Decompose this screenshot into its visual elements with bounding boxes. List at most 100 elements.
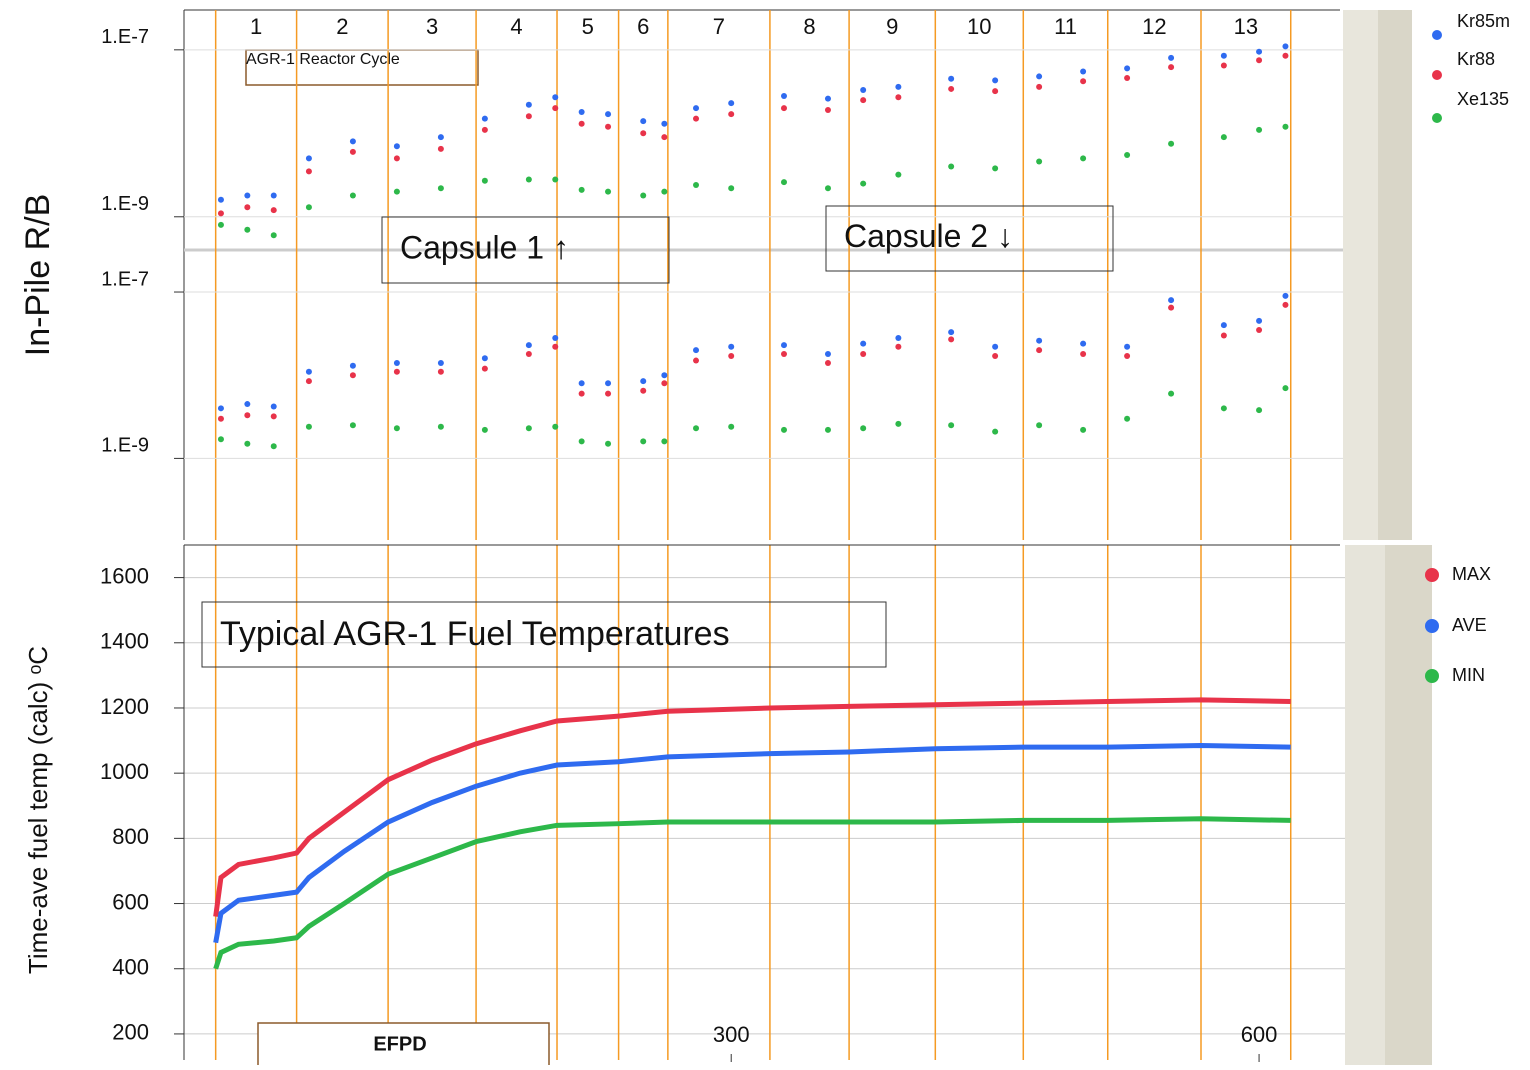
data-point bbox=[605, 188, 612, 195]
data-point bbox=[661, 372, 668, 379]
cycle-label: 1 bbox=[250, 14, 262, 39]
data-point bbox=[1282, 43, 1289, 50]
data-point bbox=[525, 101, 532, 108]
data-point bbox=[481, 365, 488, 372]
x-tick-label: 300 bbox=[713, 1022, 750, 1047]
data-point bbox=[393, 360, 400, 367]
data-point bbox=[552, 94, 559, 101]
data-point bbox=[552, 176, 559, 183]
legend-marker bbox=[1432, 113, 1442, 123]
data-line bbox=[213, 816, 1291, 970]
cycle-label: 5 bbox=[582, 14, 594, 39]
data-point bbox=[1220, 52, 1227, 59]
data-point bbox=[1282, 385, 1289, 392]
data-point bbox=[1282, 52, 1289, 59]
side-bar bbox=[1345, 545, 1385, 1065]
data-point bbox=[895, 420, 902, 427]
data-point bbox=[525, 342, 532, 349]
data-point bbox=[1036, 337, 1043, 344]
data-point bbox=[1220, 62, 1227, 69]
data-point bbox=[1080, 426, 1087, 433]
side-bar bbox=[1378, 10, 1412, 540]
data-point bbox=[1124, 151, 1131, 158]
data-point bbox=[578, 380, 585, 387]
data-point bbox=[728, 353, 735, 360]
data-point bbox=[693, 347, 700, 354]
data-point bbox=[780, 92, 787, 99]
data-point bbox=[824, 350, 831, 357]
x-axis-label: EFPD bbox=[373, 1033, 426, 1055]
legend-label: Kr88 bbox=[1457, 49, 1495, 69]
cycle-label: 9 bbox=[886, 14, 898, 39]
data-point bbox=[992, 353, 999, 360]
y-tick-label: 200 bbox=[112, 1020, 149, 1045]
data-point bbox=[349, 148, 356, 155]
data-point bbox=[640, 378, 647, 385]
data-point bbox=[1220, 322, 1227, 329]
data-point bbox=[860, 350, 867, 357]
data-point bbox=[1168, 390, 1175, 397]
data-point bbox=[1256, 326, 1263, 333]
data-point bbox=[1124, 353, 1131, 360]
data-point bbox=[1220, 134, 1227, 141]
data-point bbox=[661, 134, 668, 141]
data-point bbox=[578, 438, 585, 445]
data-point bbox=[605, 440, 612, 447]
data-point bbox=[661, 120, 668, 127]
data-point bbox=[578, 390, 585, 397]
data-point bbox=[481, 115, 488, 122]
data-point bbox=[305, 378, 312, 385]
cycle-label: 3 bbox=[426, 14, 438, 39]
data-point bbox=[217, 415, 224, 422]
data-point bbox=[525, 176, 532, 183]
data-point bbox=[824, 360, 831, 367]
data-point bbox=[728, 423, 735, 430]
data-point bbox=[1256, 126, 1263, 133]
data-point bbox=[305, 155, 312, 162]
side-bar bbox=[1385, 545, 1432, 1065]
y-tick-label: 1.E-7 bbox=[101, 26, 149, 48]
data-point bbox=[780, 105, 787, 112]
data-point bbox=[270, 232, 277, 239]
data-point bbox=[693, 105, 700, 112]
data-point bbox=[948, 336, 955, 343]
y-tick-label: 1200 bbox=[100, 694, 149, 719]
data-point bbox=[605, 380, 612, 387]
legend-marker bbox=[1425, 619, 1439, 633]
data-point bbox=[1036, 73, 1043, 80]
data-point bbox=[824, 107, 831, 114]
data-point bbox=[270, 413, 277, 420]
data-point bbox=[992, 165, 999, 172]
data-point bbox=[217, 196, 224, 203]
data-point bbox=[1256, 48, 1263, 55]
data-point bbox=[244, 226, 251, 233]
data-point bbox=[349, 138, 356, 145]
data-point bbox=[605, 111, 612, 118]
y-tick-label: 400 bbox=[112, 955, 149, 980]
data-point bbox=[728, 343, 735, 350]
data-point bbox=[661, 188, 668, 195]
legend-marker bbox=[1432, 30, 1442, 40]
y-axis-label: In-Pile R/B bbox=[19, 194, 57, 357]
data-point bbox=[393, 188, 400, 195]
data-point bbox=[895, 83, 902, 90]
data-point bbox=[860, 180, 867, 187]
data-point bbox=[1036, 422, 1043, 429]
data-point bbox=[244, 204, 251, 211]
cycle-label: 13 bbox=[1234, 14, 1258, 39]
data-point bbox=[860, 97, 867, 104]
data-point bbox=[1282, 292, 1289, 299]
data-point bbox=[481, 426, 488, 433]
data-point bbox=[305, 168, 312, 175]
data-point bbox=[895, 171, 902, 178]
data-point bbox=[1282, 123, 1289, 130]
data-point bbox=[217, 436, 224, 443]
data-point bbox=[437, 360, 444, 367]
data-point bbox=[661, 380, 668, 387]
data-line bbox=[213, 697, 1291, 917]
data-point bbox=[780, 179, 787, 186]
data-point bbox=[1124, 415, 1131, 422]
data-line bbox=[213, 742, 1291, 944]
data-point bbox=[1124, 74, 1131, 81]
data-point bbox=[895, 335, 902, 342]
